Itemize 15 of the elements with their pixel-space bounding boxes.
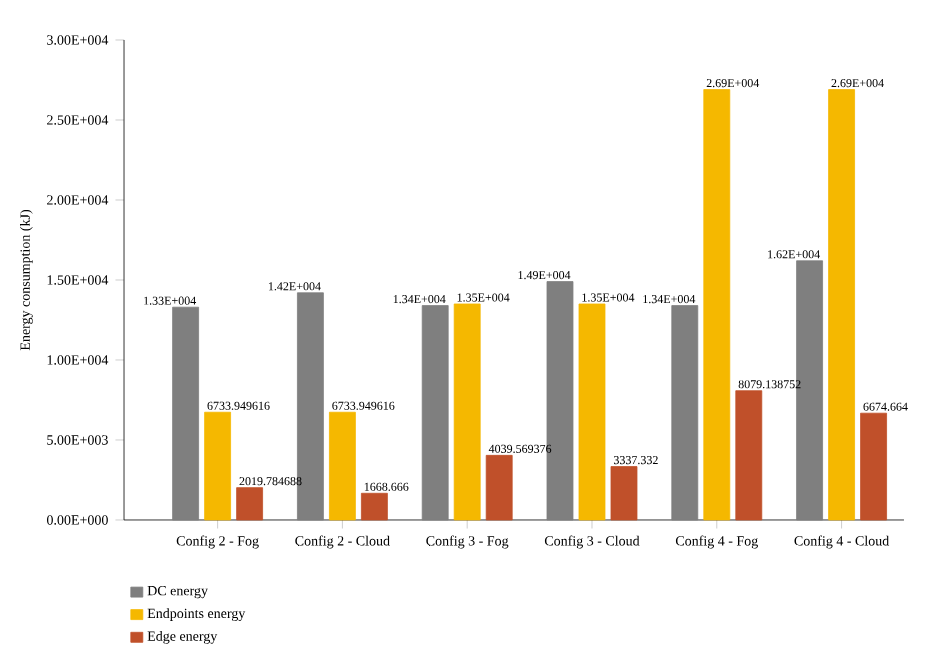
bar: [421, 305, 449, 521]
bar: [453, 303, 481, 521]
bar: [828, 89, 855, 521]
bar: [671, 305, 699, 521]
bar: [703, 89, 731, 521]
bar: [610, 466, 638, 521]
bar: [485, 454, 513, 521]
bar: [329, 411, 356, 521]
bar: [236, 487, 264, 521]
bar: [735, 390, 763, 521]
bar: [578, 303, 606, 521]
bar: [172, 306, 200, 521]
bar: [361, 492, 388, 521]
bar: [204, 411, 232, 521]
bar: [860, 412, 887, 521]
